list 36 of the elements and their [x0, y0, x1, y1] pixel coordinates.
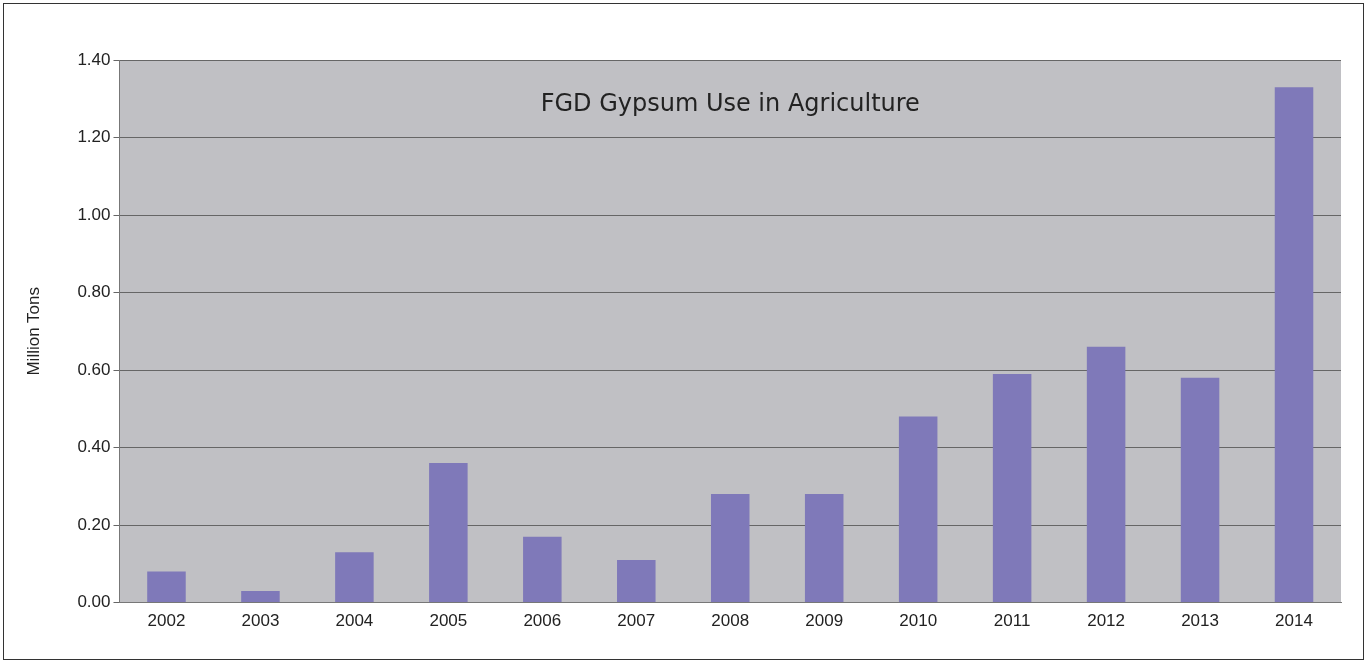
y-tick-label: 1.20: [77, 127, 111, 147]
y-tick-label: 0.60: [77, 359, 111, 379]
bar: [804, 494, 844, 603]
bar: [1180, 377, 1220, 603]
y-axis-title: Million Tons: [23, 287, 43, 376]
bar: [429, 463, 468, 603]
bar: [710, 494, 750, 603]
text: FGD Gypsum Use in Agriculture: [540, 89, 920, 118]
x-tick-label: 2003: [241, 611, 280, 631]
x-tick-label: 2012: [1087, 611, 1126, 631]
y-tick-label: 1.00: [77, 204, 111, 224]
x-tick-label: 2010: [899, 611, 938, 631]
y-tick-label: 1.40: [77, 49, 111, 69]
bar: [992, 373, 1032, 603]
bar: [335, 552, 374, 603]
x-tick-label: 2008: [711, 611, 750, 631]
bar: [523, 536, 562, 603]
x-tick-label: 2002: [147, 611, 186, 631]
bar: [898, 416, 938, 603]
x-tick-label: 2009: [805, 611, 844, 631]
bar: [1274, 87, 1314, 603]
x-tick-label: 2007: [617, 611, 656, 631]
y-tick-label: 0.80: [77, 282, 111, 302]
bar: [147, 571, 186, 603]
bar: [241, 590, 280, 603]
x-tick-label: 2006: [523, 611, 562, 631]
bar: [1086, 346, 1126, 603]
x-tick-label: 2011: [993, 611, 1031, 631]
x-tick-label: 2013: [1181, 611, 1219, 631]
x-tick-label: 2005: [429, 611, 468, 631]
y-tick-label: 0.00: [77, 592, 111, 612]
x-tick-label: 2004: [335, 611, 374, 631]
x-tick-label: 2014: [1275, 611, 1313, 631]
y-tick-label: 0.20: [77, 514, 111, 534]
y-tick-label: 0.40: [77, 437, 111, 457]
bar: [617, 559, 656, 603]
